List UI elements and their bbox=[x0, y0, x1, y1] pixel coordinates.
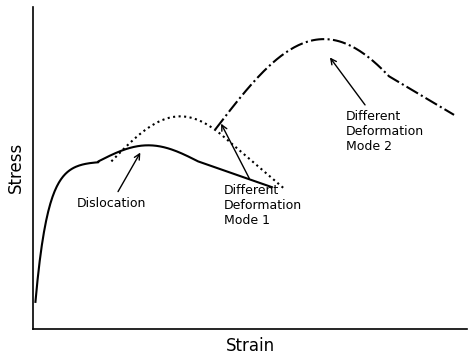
X-axis label: Strain: Strain bbox=[226, 337, 275, 355]
Text: Different
Deformation
Mode 1: Different Deformation Mode 1 bbox=[222, 125, 302, 227]
Y-axis label: Stress: Stress bbox=[7, 142, 25, 193]
Text: Different
Deformation
Mode 2: Different Deformation Mode 2 bbox=[331, 59, 424, 153]
Text: Dislocation: Dislocation bbox=[77, 154, 146, 210]
